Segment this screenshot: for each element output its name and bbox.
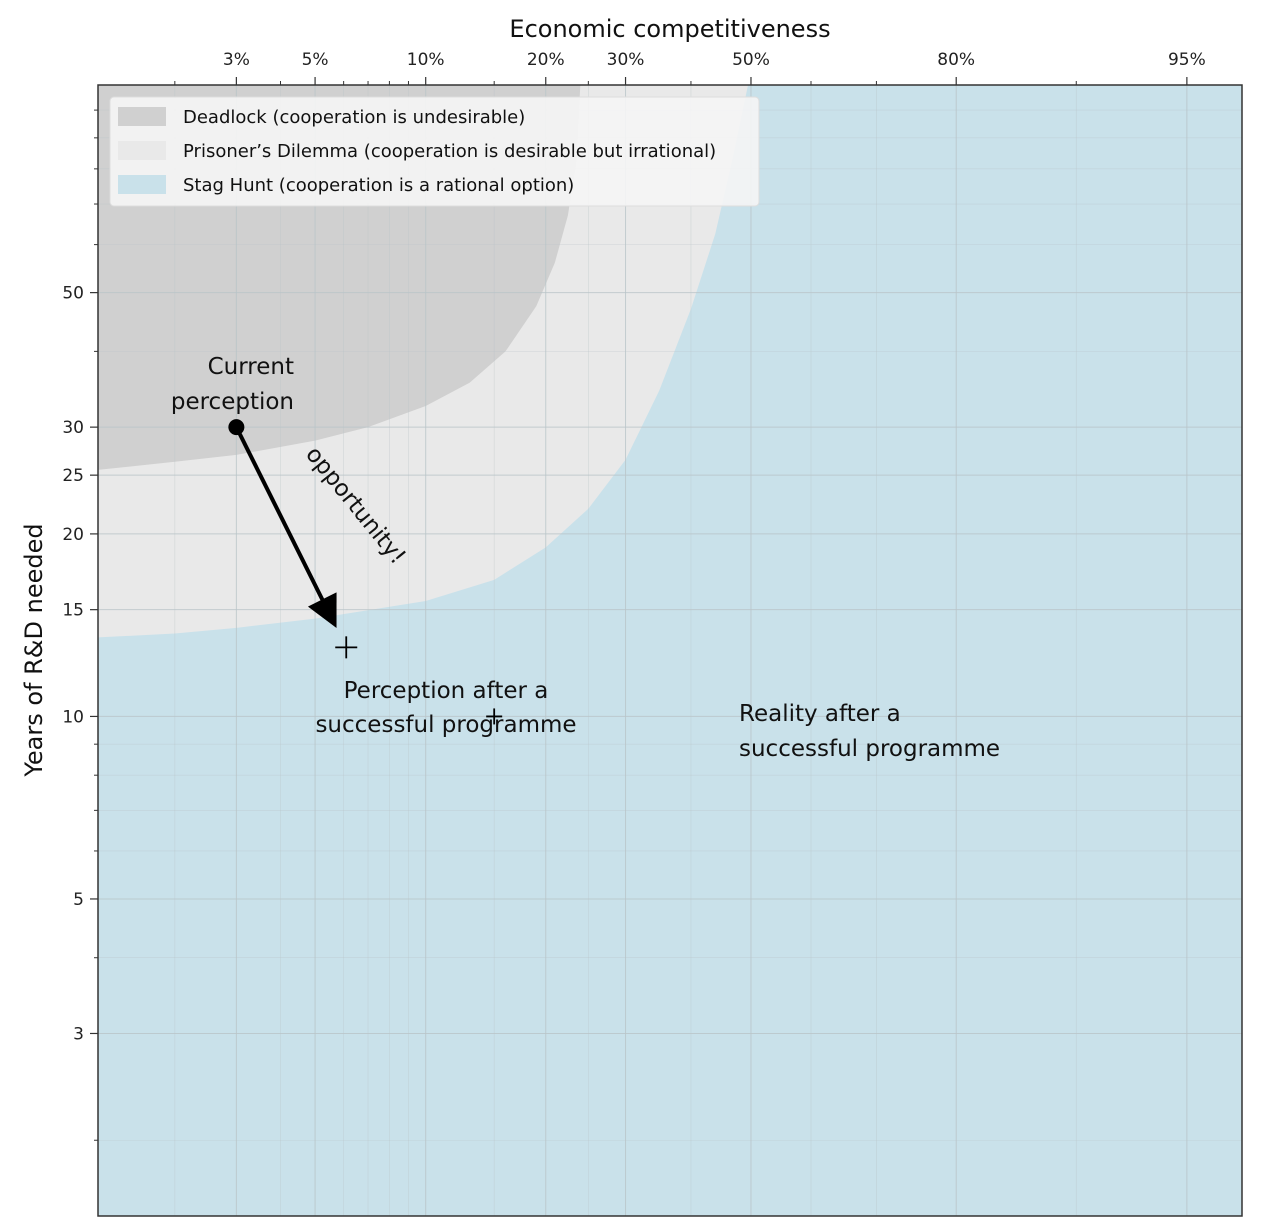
x-tick-label: 20%	[527, 50, 565, 70]
y-tick-label: 30	[62, 418, 84, 438]
reality-after-label-line1: Reality after a	[739, 701, 901, 727]
y-tick-label: 5	[73, 890, 84, 910]
perception-after-point	[335, 636, 358, 659]
legend-label-stag-hunt: Stag Hunt (cooperation is a rational opt…	[183, 175, 574, 196]
perception-after-label-line2: successful programme	[315, 712, 576, 738]
x-tick-label: 3%	[223, 50, 250, 70]
legend-label-deadlock: Deadlock (cooperation is undesirable)	[183, 107, 525, 128]
y-tick-label: 3	[73, 1024, 84, 1044]
current-perception-label-line2: perception	[171, 389, 294, 415]
x-tick-label: 50%	[732, 50, 770, 70]
legend-box	[109, 96, 760, 207]
plot-frame	[97, 84, 1243, 1217]
legend-swatch-stag-hunt	[118, 175, 166, 194]
x-tick-label: 30%	[607, 50, 645, 70]
x-tick-label: 95%	[1168, 50, 1206, 70]
plot-area	[97, 84, 1243, 1217]
x-tick-label: 80%	[937, 50, 975, 70]
y-axis-title: Years of R&D needed	[20, 523, 48, 777]
legend-swatch-deadlock	[118, 107, 166, 126]
x-axis-ticks: 3% 5% 10% 20% 30% 50% 80% 95%	[174, 50, 1206, 85]
y-tick-label: 10	[62, 707, 84, 727]
y-tick-label: 50	[62, 284, 84, 304]
y-tick-label: 15	[62, 601, 84, 621]
legend: Deadlock (cooperation is undesirable) Pr…	[109, 96, 760, 207]
opportunity-arrow	[234, 426, 337, 629]
legend-swatch-prisoners-dilemma	[118, 141, 166, 160]
legend-label-prisoners-dilemma: Prisoner’s Dilemma (cooperation is desir…	[183, 141, 716, 162]
perception-after-label-line1: Perception after a	[344, 678, 549, 704]
current-perception-label-line1: Current	[208, 354, 294, 380]
y-axis-ticks: 3 5 10 15 20 25 30 50	[62, 109, 98, 1141]
reality-after-point	[486, 708, 503, 725]
y-tick-label: 25	[62, 466, 84, 486]
reality-after-label-line2: successful programme	[739, 736, 1000, 762]
y-tick-label: 20	[62, 525, 84, 545]
x-axis-title: Economic competitiveness	[509, 15, 830, 43]
x-tick-label: 10%	[407, 50, 445, 70]
current-perception-point	[228, 419, 245, 436]
x-tick-label: 5%	[302, 50, 329, 70]
